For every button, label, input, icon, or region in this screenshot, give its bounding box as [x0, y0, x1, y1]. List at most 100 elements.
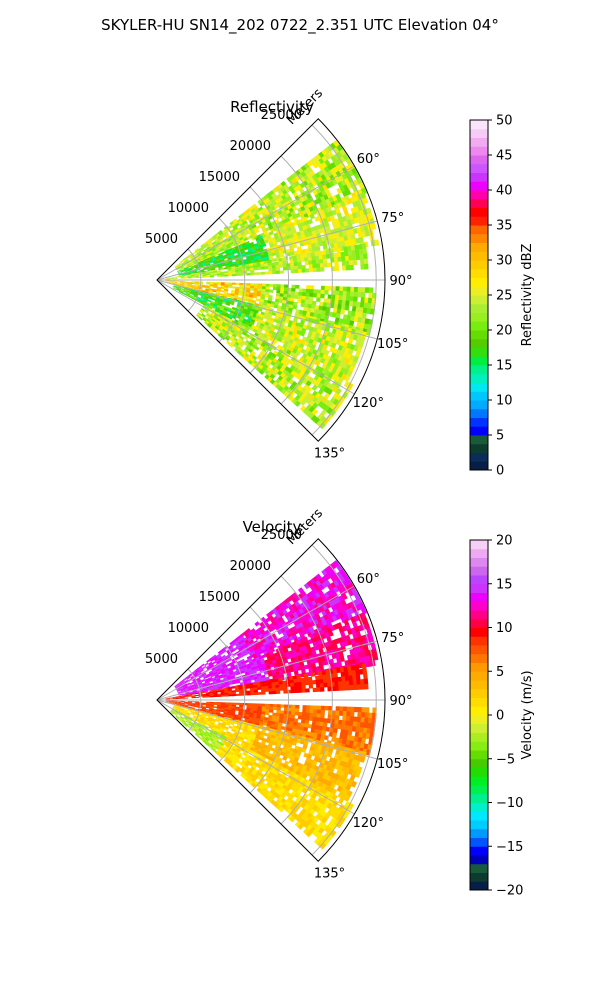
radar-cell	[188, 716, 193, 720]
radar-cell	[231, 289, 236, 293]
radar-cell	[243, 237, 249, 242]
radar-cell	[253, 288, 258, 292]
radar-cell	[205, 682, 211, 685]
radar-cell	[176, 283, 181, 285]
radar-cell	[334, 714, 340, 721]
radar-cell	[177, 682, 182, 686]
radar-cell	[263, 299, 269, 304]
radar-cell	[181, 262, 186, 265]
radar-cell	[240, 322, 246, 327]
radar-cell	[228, 692, 233, 695]
radar-cell	[290, 711, 296, 716]
radar-cell	[197, 680, 202, 684]
colorbar-level	[470, 216, 488, 226]
radar-cell	[321, 575, 328, 583]
radar-cell	[289, 679, 295, 684]
radar-cell	[327, 786, 334, 794]
radar-cell	[320, 174, 327, 181]
radar-cell	[250, 270, 255, 273]
radar-cell	[332, 727, 338, 734]
radar-cell	[278, 257, 283, 262]
radar-cell	[217, 229, 223, 235]
radar-cell	[231, 230, 237, 235]
radar-cell	[205, 680, 210, 684]
radar-cell	[169, 701, 174, 703]
radar-cell	[282, 683, 288, 688]
radar-cell	[324, 153, 331, 161]
radar-cell	[346, 291, 351, 297]
radar-cell	[267, 670, 273, 675]
radar-cell	[184, 267, 189, 270]
radar-cell	[186, 719, 191, 724]
radar-cell	[235, 702, 240, 706]
radar-cell	[286, 596, 293, 603]
radar-cell	[165, 280, 170, 282]
radar-cell	[216, 286, 222, 289]
radar-cell	[304, 677, 309, 682]
radar-cell	[211, 667, 216, 671]
radar-cell	[257, 258, 263, 262]
radar-cell	[332, 732, 338, 738]
radar-cell	[173, 697, 178, 699]
radar-cell	[294, 595, 301, 602]
radar-cell	[302, 288, 307, 293]
radar-cell	[197, 260, 202, 264]
radar-cell	[217, 732, 222, 737]
radar-cell	[212, 724, 218, 729]
radar-cell	[282, 266, 288, 271]
radar-cell	[194, 668, 199, 672]
radar-cell	[198, 674, 203, 678]
radar-cell	[206, 265, 212, 269]
radar-cell	[346, 790, 353, 798]
radar-cell	[312, 713, 318, 718]
radar-cell	[329, 384, 336, 392]
radar-cell	[176, 707, 181, 710]
radar-cell	[174, 712, 178, 716]
radar-cell	[204, 259, 210, 263]
radar-cell	[268, 294, 273, 299]
radar-cell	[303, 253, 309, 259]
radar-cell	[224, 306, 229, 310]
radar-cell	[277, 725, 283, 730]
radar-cell	[216, 249, 222, 254]
radar-cell	[301, 712, 307, 717]
radar-cell	[338, 588, 346, 596]
radar-cell	[216, 726, 221, 730]
radar-cell	[180, 688, 185, 691]
radar-cell	[345, 188, 352, 196]
radar-cell	[206, 673, 211, 677]
radar-cell	[232, 670, 238, 675]
radar-cell	[176, 281, 181, 283]
radar-cell	[336, 607, 343, 615]
radar-cell	[353, 296, 358, 303]
radar-cell	[352, 301, 358, 307]
radar-cell	[239, 335, 245, 341]
radar-cell	[219, 319, 224, 324]
radar-cell	[218, 321, 223, 326]
radar-cell	[183, 686, 189, 690]
radar-cell	[214, 665, 220, 669]
radar-cell	[174, 710, 179, 714]
radar-cell	[227, 688, 232, 692]
radar-cell	[183, 704, 188, 706]
radar-cell	[333, 723, 339, 729]
radar-cell	[225, 234, 230, 239]
radar-cell	[359, 336, 366, 343]
radar-cell	[306, 398, 313, 405]
radar-cell	[201, 730, 206, 734]
radar-cell	[215, 233, 221, 238]
radar-cell	[173, 285, 178, 288]
radar-cell	[180, 275, 185, 277]
radar-cell	[224, 287, 229, 290]
radar-cell	[258, 736, 264, 741]
radar-cell	[355, 306, 361, 313]
radar-cell	[196, 251, 201, 255]
radar-cell	[222, 719, 228, 724]
radar-cell	[181, 273, 187, 275]
radar-cell	[203, 686, 208, 690]
radar-cell	[205, 708, 210, 712]
radar-cell	[225, 251, 230, 255]
radar-cell	[335, 290, 340, 296]
radar-cell	[219, 293, 224, 296]
radar-cell	[313, 289, 318, 294]
